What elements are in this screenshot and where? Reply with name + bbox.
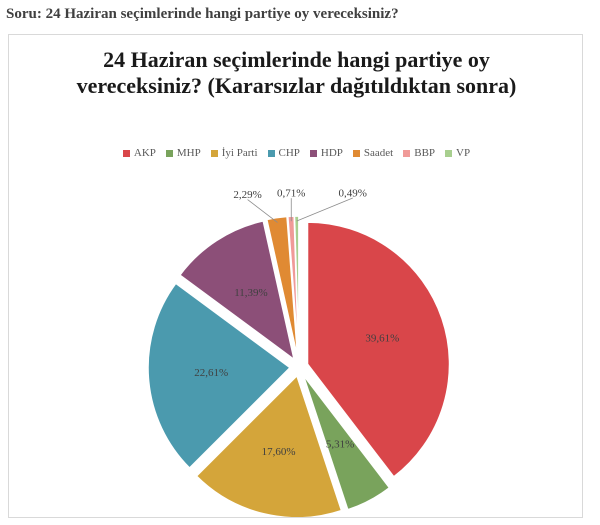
legend-label: AKP: [133, 147, 156, 159]
legend-label: Saadet: [363, 147, 394, 159]
legend-label: HDP: [320, 147, 343, 159]
legend-item-hdp: HDP: [309, 147, 343, 159]
legend-label: CHP: [278, 147, 300, 159]
legend-swatch: [403, 149, 411, 157]
legend-label: VP: [456, 147, 471, 159]
pie-slice-akp: [306, 221, 451, 478]
pie-slice-hdp: [178, 219, 296, 362]
data-label-bbp: 0,71%: [277, 188, 305, 200]
legend-swatch: [210, 149, 218, 157]
legend-item-vp: VP: [445, 147, 470, 159]
data-label-saadet: 2,29%: [233, 189, 261, 201]
legend-swatch: [352, 149, 360, 157]
pie-chart: 39,61% 5,31% 17,60% 22,61% 11,39% 2,29% 0,71% 0…: [147, 188, 451, 517]
pie-slice-chp: [147, 282, 292, 470]
legend-label: MHP: [176, 147, 201, 159]
data-label-mhp: 5,31%: [326, 438, 354, 450]
pie-slice-vp: [293, 215, 300, 359]
legend-item-bbp: BBP: [403, 147, 435, 159]
pie-slice-mhp: [302, 374, 391, 511]
chart-legend: AKP MHP İyi Parti CHP HDP Saadet BBP VP: [9, 147, 582, 159]
pie-slice-saadet: [265, 215, 299, 359]
data-label-vp: 0,49%: [339, 188, 367, 200]
chart-title: 24 Haziran seçimlerinde hangi partiye oy…: [76, 47, 517, 98]
legend-swatch: [165, 149, 173, 157]
legend-label: BBP: [414, 147, 436, 159]
legend-item-chp: CHP: [267, 147, 300, 159]
data-label-chp: 22,61%: [194, 367, 228, 379]
legend-item-i-yi-parti: İyi Parti: [210, 147, 258, 159]
legend-swatch: [267, 149, 275, 157]
legend-item-mhp: MHP: [165, 147, 201, 159]
data-label-akp: 39,61%: [365, 332, 399, 344]
legend-swatch: [445, 149, 453, 157]
data-label-i-yi-parti: 17,60%: [262, 446, 296, 458]
leader-line-vp: [296, 197, 353, 222]
pie-slice-i-yi-parti: [195, 374, 343, 517]
legend-swatch: [309, 149, 317, 157]
leader-line-saadet: [247, 199, 278, 223]
question-text: Soru: 24 Haziran seçimlerinde hangi part…: [6, 6, 399, 22]
data-label-hdp: 11,39%: [234, 287, 268, 299]
legend-item-saadet: Saadet: [352, 147, 394, 159]
chart-area: 24 Haziran seçimlerinde hangi partiye oy…: [8, 34, 583, 518]
legend-item-akp: AKP: [122, 147, 156, 159]
legend-label: İyi Parti: [221, 147, 258, 159]
legend-swatch: [122, 149, 130, 157]
